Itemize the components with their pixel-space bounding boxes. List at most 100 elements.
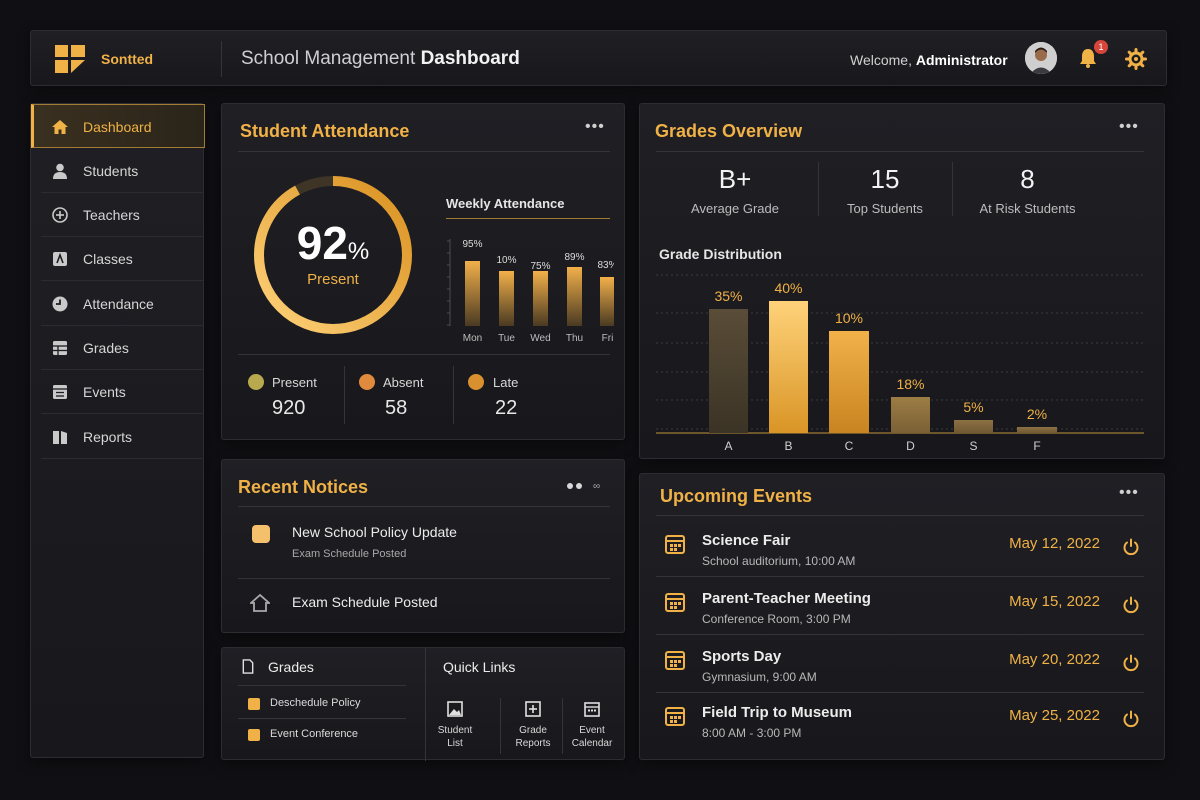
image-icon — [447, 701, 463, 717]
power-icon[interactable] — [1122, 654, 1140, 672]
late-label: Late — [493, 375, 519, 390]
home-icon — [52, 120, 68, 134]
document-icon — [242, 659, 254, 674]
checkbox-icon[interactable] — [248, 698, 260, 710]
welcome-user: Administrator — [915, 52, 1008, 68]
attendance-ring-progress — [254, 176, 412, 334]
sidebar-item-label: Attendance — [83, 296, 154, 312]
sidebar-item-teachers[interactable]: Teachers — [41, 193, 203, 237]
todo-item: Event Conference — [270, 728, 359, 740]
user-icon — [53, 163, 67, 179]
notice-square-icon — [252, 525, 270, 543]
bell-icon[interactable] — [1077, 47, 1099, 69]
weekly-underline — [446, 218, 610, 219]
grid-icon — [53, 341, 67, 355]
kpi-label: Average Grade — [691, 201, 779, 216]
notice-item[interactable]: Exam Schedule Posted — [222, 582, 626, 628]
weekly-tick-label: Tue — [498, 333, 515, 344]
calendar-icon — [664, 649, 686, 671]
sidebar: Dashboard Students Teachers Classes Atte… — [30, 103, 205, 758]
sidebar-item-reports[interactable]: Reports — [41, 415, 203, 459]
attendance-more-icon[interactable]: ••• — [585, 118, 605, 135]
power-icon[interactable] — [1122, 596, 1140, 614]
gear-icon[interactable] — [1125, 48, 1147, 70]
event-date: May 25, 2022 — [1009, 707, 1100, 724]
checkbox-icon[interactable] — [248, 729, 260, 741]
link-icon: ∞ — [593, 481, 601, 492]
grade-bar — [954, 420, 993, 433]
grade-value-label: 2% — [1027, 406, 1047, 422]
event-date: May 12, 2022 — [1009, 535, 1100, 552]
sidebar-item-attendance[interactable]: Attendance — [41, 282, 203, 326]
grade-bar — [1017, 427, 1057, 433]
divider — [238, 578, 610, 579]
sidebar-item-dashboard[interactable]: Dashboard — [31, 104, 205, 148]
list-icon — [53, 385, 67, 399]
event-row[interactable]: Parent-Teacher Meeting Conference Room, 3… — [640, 578, 1166, 635]
power-icon[interactable] — [1122, 710, 1140, 728]
weekly-bar — [499, 271, 514, 326]
calendar-icon — [664, 533, 686, 555]
divider — [238, 151, 610, 152]
event-row[interactable]: Science Fair School auditorium, 10:00 AM M… — [640, 520, 1166, 577]
event-date: May 20, 2022 — [1009, 651, 1100, 668]
grade-tick-label: A — [724, 439, 732, 452]
welcome-text: Welcome, Administrator — [850, 52, 1008, 68]
attendance-ring-label: Present — [307, 271, 359, 288]
event-subtitle: Conference Room, 3:00 PM — [702, 612, 851, 626]
book-icon — [53, 431, 67, 444]
carousel-dots[interactable]: ∞ — [567, 481, 607, 492]
grades-quicklinks-panel: Grades Deschedule Policy Event Conferenc… — [221, 647, 625, 761]
quick-link-student-list[interactable]: Student List — [427, 700, 483, 750]
events-more-icon[interactable]: ••• — [1119, 484, 1139, 501]
attendance-percent-sign: % — [347, 238, 370, 265]
weekly-value-label: 95% — [462, 239, 482, 250]
grade-tick-label: C — [845, 439, 854, 452]
event-subtitle: 8:00 AM - 3:00 PM — [702, 726, 802, 740]
divider — [656, 634, 1144, 635]
grade-bar — [709, 309, 748, 433]
quick-link-event-calendar[interactable]: Event Calendar — [564, 700, 620, 750]
grades-box-title: Grades — [268, 659, 314, 675]
divider — [238, 718, 406, 719]
sidebar-item-events[interactable]: Events — [41, 370, 203, 414]
divider — [952, 162, 953, 216]
divider — [425, 648, 426, 761]
calendar-icon — [584, 702, 600, 717]
notice-item[interactable]: New School Policy Update Exam Schedule P… — [222, 510, 626, 576]
kpi-top-students: 15 Top Students — [820, 164, 950, 216]
sidebar-item-grades[interactable]: Grades — [41, 326, 203, 370]
notification-badge: 1 — [1094, 40, 1108, 54]
present-label: Present — [272, 375, 317, 390]
page-title-prefix: School Management — [241, 48, 421, 69]
kpi-value: B+ — [718, 164, 752, 194]
sidebar-item-label: Dashboard — [83, 119, 152, 135]
event-row[interactable]: Sports Day Gymnasium, 9:00 AM May 20, 2022 — [640, 636, 1166, 693]
avatar[interactable] — [1025, 42, 1057, 74]
grade-value-label: 18% — [896, 376, 924, 392]
weekly-value-label: 75% — [530, 261, 550, 272]
late-dot — [468, 374, 484, 390]
event-row[interactable]: Field Trip to Museum 8:00 AM - 3:00 PM May… — [640, 692, 1166, 748]
grades-panel: Grades Overview ••• B+ Average Grade 15 … — [639, 103, 1165, 459]
avatar-icon — [1025, 42, 1057, 74]
divider — [818, 162, 819, 216]
divider — [238, 506, 610, 507]
divider — [562, 698, 563, 754]
kpi-label: Top Students — [847, 201, 923, 216]
grade-bar — [891, 397, 930, 433]
power-icon[interactable] — [1122, 538, 1140, 556]
plus-circle-icon — [52, 207, 68, 223]
grade-bar — [769, 301, 808, 433]
sidebar-item-students[interactable]: Students — [41, 149, 203, 193]
events-title: Upcoming Events — [660, 486, 813, 506]
quick-link-grade-reports[interactable]: Grade Reports — [505, 700, 561, 750]
attendance-percent-value: 92 — [296, 217, 348, 269]
grade-tick-label: S — [969, 439, 977, 452]
weekly-bar — [567, 267, 582, 326]
grades-title: Grades Overview — [655, 121, 803, 141]
late-value: 22 — [495, 397, 518, 419]
grades-more-icon[interactable]: ••• — [1119, 118, 1139, 135]
divider — [656, 692, 1144, 693]
sidebar-item-classes[interactable]: Classes — [41, 237, 203, 281]
